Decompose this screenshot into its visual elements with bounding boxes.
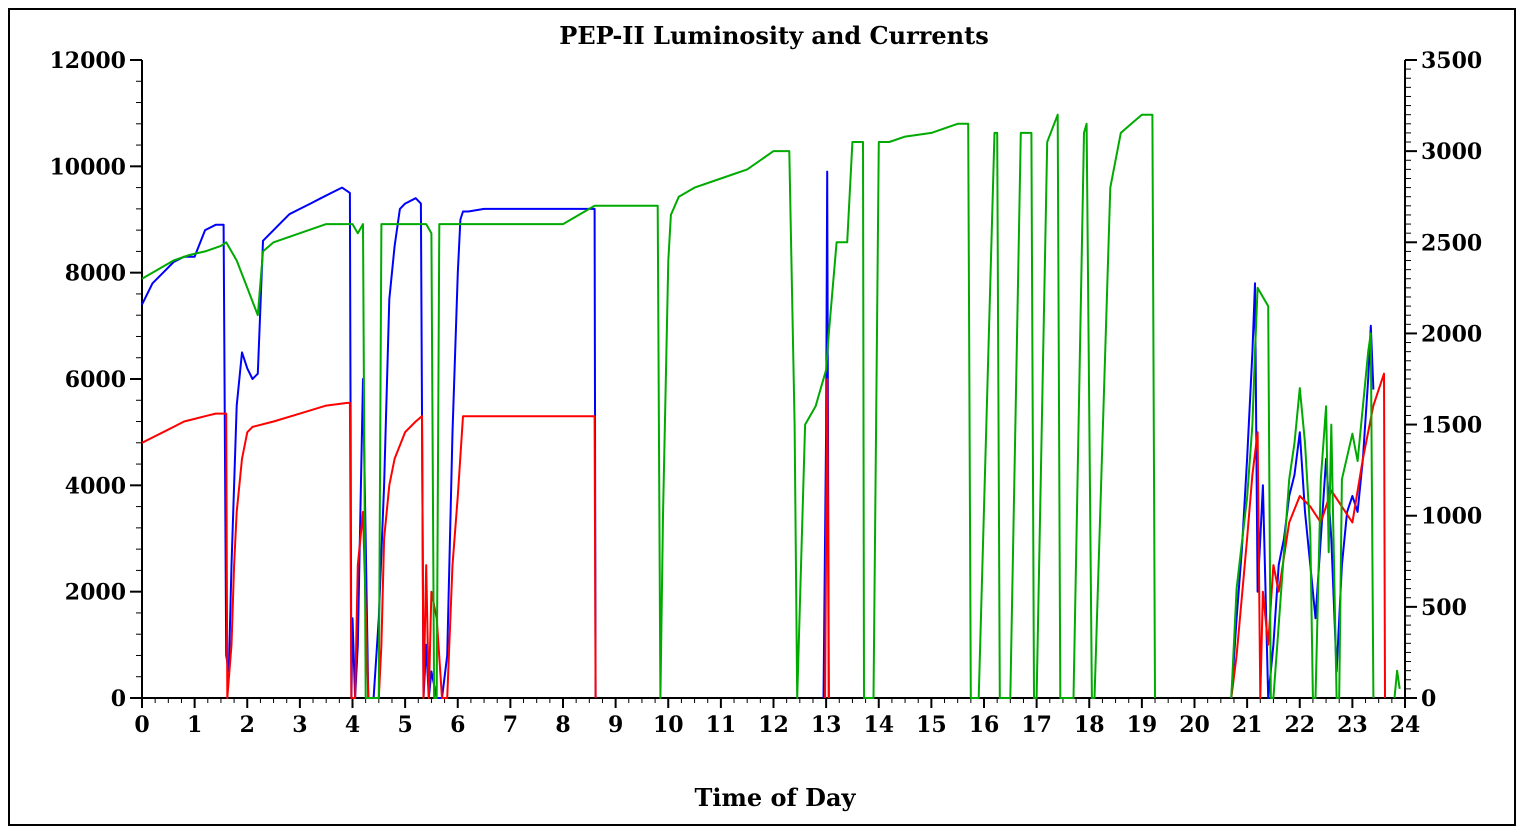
x-tick-label: 11 xyxy=(706,712,737,738)
y-left-tick-label: 2000 xyxy=(65,580,126,606)
y-right-tick-label: 2000 xyxy=(1421,321,1482,347)
x-tick-label: 16 xyxy=(969,712,1000,738)
x-tick-label: 5 xyxy=(397,712,412,738)
x-tick-label: 9 xyxy=(608,712,623,738)
x-tick-label: 19 xyxy=(1127,712,1158,738)
x-tick-label: 0 xyxy=(134,712,149,738)
x-axis-label: Time of Day xyxy=(695,783,857,812)
series-line-0 xyxy=(141,186,597,699)
y-right-tick-label: 0 xyxy=(1421,686,1436,712)
series-line-3 xyxy=(141,401,597,699)
x-tick-label: 8 xyxy=(555,712,570,738)
x-tick-label: 1 xyxy=(187,712,202,738)
x-tick-label: 21 xyxy=(1232,712,1263,738)
x-tick-label: 4 xyxy=(345,712,360,738)
series-line-8 xyxy=(1393,669,1401,699)
x-tick-label: 10 xyxy=(653,712,684,738)
x-tick-label: 12 xyxy=(758,712,789,738)
y-right-tick-label: 2500 xyxy=(1421,230,1482,256)
y-left-tick-label: 0 xyxy=(111,686,126,712)
series-layer xyxy=(141,113,1401,699)
x-tick-label: 3 xyxy=(292,712,307,738)
x-tick-label: 15 xyxy=(916,712,947,738)
x-tick-label: 7 xyxy=(503,712,518,738)
y-right-tick-label: 3500 xyxy=(1421,48,1482,74)
series-line-7 xyxy=(1230,286,1375,699)
x-tick-label: 17 xyxy=(1021,712,1052,738)
y-left-tick-label: 10000 xyxy=(49,154,126,180)
y-right-tick-label: 3000 xyxy=(1421,139,1482,165)
y-left-tick-label: 6000 xyxy=(65,367,126,393)
x-tick-label: 2 xyxy=(240,712,255,738)
x-tick-label: 13 xyxy=(811,712,842,738)
y-right-tick-label: 500 xyxy=(1421,595,1467,621)
axes: 0 1 2 3 4 5 6 7 8 9 10 11 12 13 14 15 16 17 18 19 20 21 22 23 24… xyxy=(49,48,1482,738)
series-line-6 xyxy=(141,113,1156,699)
y-left-tick-label: 12000 xyxy=(49,48,126,74)
series-line-2 xyxy=(1230,282,1375,699)
x-tick-label: 24 xyxy=(1390,712,1421,738)
x-tick-label: 22 xyxy=(1284,712,1315,738)
x-tick-label: 20 xyxy=(1179,712,1210,738)
y-right-tick-label: 1500 xyxy=(1421,413,1482,439)
series-line-5 xyxy=(1230,372,1386,699)
x-tick-label: 6 xyxy=(450,712,465,738)
chart-title: PEP-II Luminosity and Currents xyxy=(559,21,988,50)
y-left-tick-label: 4000 xyxy=(65,473,126,499)
y-left-tick-label: 8000 xyxy=(65,261,126,287)
x-tick-label: 14 xyxy=(863,712,894,738)
x-tick-label: 23 xyxy=(1337,712,1368,738)
y-right-tick-label: 1000 xyxy=(1421,504,1482,530)
x-tick-label: 18 xyxy=(1074,712,1105,738)
series-line-4 xyxy=(824,378,830,699)
